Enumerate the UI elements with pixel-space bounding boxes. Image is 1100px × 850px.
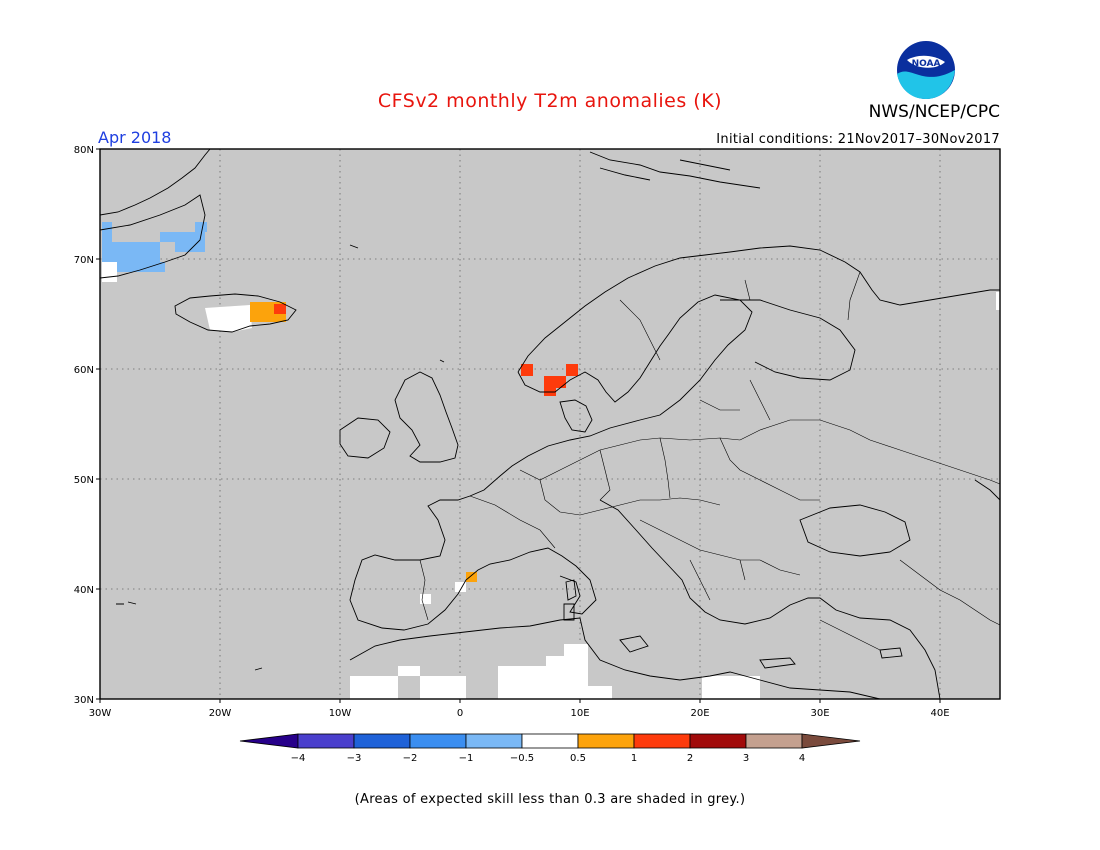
colorbar-label: 2	[687, 753, 693, 764]
lon-tick-label: 30W	[89, 708, 112, 719]
map-background	[100, 149, 1000, 699]
colorbar-label: −0.5	[510, 753, 534, 764]
colorbar-arrow-high	[801, 733, 861, 749]
colorbar-box	[353, 733, 411, 749]
colorbar-label: 1	[631, 753, 637, 764]
colorbar-label: 4	[799, 753, 805, 764]
noaa-logo-text: NOAA	[912, 59, 941, 69]
colorbar-box	[409, 733, 467, 749]
colorbar-box	[297, 733, 355, 749]
lon-tick-label: 20W	[209, 708, 232, 719]
initial-conditions-label: Initial conditions: 21Nov2017–30Nov2017	[716, 132, 1000, 147]
lon-tick-label: 20E	[690, 708, 709, 719]
coastlines	[99, 148, 1001, 700]
colorbar-label: −3	[347, 753, 362, 764]
colorbar-box	[465, 733, 523, 749]
skill-footnote: (Areas of expected skill less than 0.3 a…	[354, 792, 746, 807]
lat-tick-label: 30N	[74, 695, 94, 706]
colorbar: −4 −3 −2 −1 −0.5 0.5 1 2 3 4	[239, 733, 861, 764]
map-frame	[99, 148, 1001, 700]
colorbar-boxes	[239, 733, 861, 749]
map-grid	[100, 149, 1000, 699]
valid-month-label: Apr 2018	[98, 128, 172, 147]
colorbar-label: −4	[291, 753, 306, 764]
colorbar-box	[633, 733, 691, 749]
lon-tick-label: 10E	[570, 708, 589, 719]
colorbar-box	[745, 733, 803, 749]
colorbar-label: −1	[459, 753, 474, 764]
anomaly-map: 30W 20W 10W 0 10E 20E 30E 40E 30N 40N 50N 60N 70N 80N	[74, 145, 1001, 719]
lat-tick-label: 60N	[74, 365, 94, 376]
lon-tick-label: 30E	[810, 708, 829, 719]
lon-tick-label: 0	[457, 708, 463, 719]
colorbar-label: 0.5	[570, 753, 586, 764]
lat-tick-label: 40N	[74, 585, 94, 596]
country-borders	[419, 271, 1001, 651]
noaa-logo-icon: NOAA	[897, 41, 955, 99]
chart-title: CFSv2 monthly T2m anomalies (K)	[377, 90, 723, 112]
colorbar-label: 3	[743, 753, 749, 764]
lon-tick-label: 40E	[930, 708, 949, 719]
colorbar-box	[577, 733, 635, 749]
anomaly-shading	[102, 222, 1000, 699]
lat-tick-label: 80N	[74, 145, 94, 156]
org-label: NWS/NCEP/CPC	[868, 102, 1000, 122]
colorbar-labels: −4 −3 −2 −1 −0.5 0.5 1 2 3 4	[291, 753, 806, 764]
lat-tick-label: 70N	[74, 255, 94, 266]
lat-tick-label: 50N	[74, 475, 94, 486]
axis-ticks: 30W 20W 10W 0 10E 20E 30E 40E 30N 40N 50N 60N 70N 80N	[74, 145, 950, 719]
colorbar-box	[521, 733, 579, 749]
colorbar-label: −2	[403, 753, 418, 764]
lon-tick-label: 10W	[329, 708, 352, 719]
colorbar-arrow-low	[239, 733, 299, 749]
colorbar-box	[689, 733, 747, 749]
